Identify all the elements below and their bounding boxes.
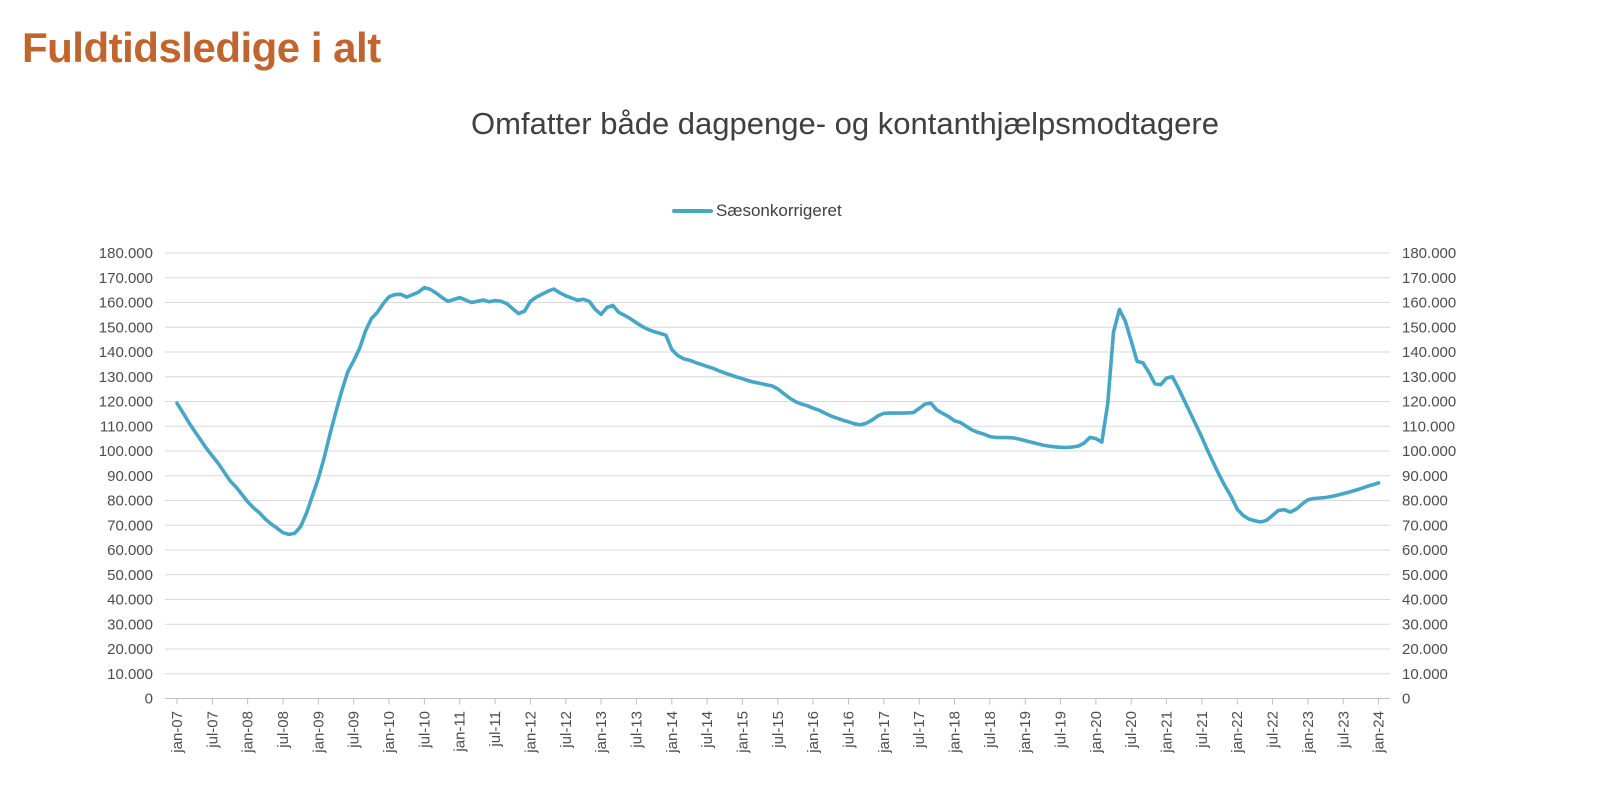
y-axis-label-right: 10.000	[1402, 666, 1448, 683]
x-axis-label: jan-20	[1088, 711, 1105, 754]
y-axis-label-left: 150.000	[99, 319, 153, 336]
x-axis-label: jan-07	[169, 711, 186, 754]
y-axis-label-right: 0	[1402, 691, 1410, 708]
x-axis-label: jan-15	[734, 711, 751, 754]
x-axis-label: jan-17	[876, 711, 893, 754]
y-axis-label-left: 160.000	[99, 295, 153, 312]
x-axis-label: jan-18	[947, 711, 964, 754]
x-axis-label: jul-14	[699, 711, 716, 749]
y-axis-label-left: 100.000	[99, 443, 153, 460]
x-axis-label: jan-08	[240, 711, 257, 754]
x-axis-label: jan-12	[522, 711, 539, 754]
x-axis-label: jan-13	[593, 711, 610, 754]
legend-series-label: Sæsonkorrigeret	[716, 201, 842, 220]
x-axis-label: jul-22	[1265, 711, 1282, 749]
x-axis-label: jul-16	[840, 711, 857, 749]
y-axis-label-left: 170.000	[99, 270, 153, 287]
y-axis-label-right: 30.000	[1402, 616, 1448, 633]
y-axis-label-right: 160.000	[1402, 295, 1456, 312]
x-axis-label: jul-10	[416, 711, 433, 749]
y-axis-label-left: 140.000	[99, 344, 153, 361]
y-axis-label-right: 60.000	[1402, 542, 1448, 559]
x-axis-label: jan-21	[1159, 711, 1176, 754]
y-axis-label-right: 70.000	[1402, 517, 1448, 534]
y-axis-label-left: 70.000	[107, 517, 153, 534]
y-axis-label-right: 110.000	[1402, 418, 1455, 435]
y-axis-label-left: 90.000	[107, 468, 153, 485]
y-axis-label-left: 80.000	[107, 493, 153, 510]
y-axis-label-right: 130.000	[1402, 369, 1456, 386]
chart-title: Omfatter både dagpenge- og kontanthjælps…	[471, 106, 1219, 141]
x-axis-label: jul-13	[628, 711, 645, 749]
y-axis-label-right: 180.000	[1402, 245, 1456, 262]
x-axis-label: jul-21	[1194, 711, 1211, 749]
chart-legend: Sæsonkorrigeret	[672, 201, 842, 221]
x-axis-label: jul-12	[558, 711, 575, 749]
y-axis-label-right: 20.000	[1402, 641, 1448, 658]
y-axis-label-left: 180.000	[99, 245, 153, 262]
x-axis-label: jan-14	[664, 711, 681, 754]
y-axis-label-right: 50.000	[1402, 567, 1448, 584]
x-axis-label: jul-09	[346, 711, 363, 749]
y-axis-label-right: 90.000	[1402, 468, 1448, 485]
x-axis-label: jan-10	[381, 711, 398, 754]
series-line-saesonkorrigeret	[175, 285, 1381, 537]
x-axis-label: jan-11	[452, 711, 469, 753]
x-axis-label: jan-22	[1229, 711, 1246, 754]
x-axis-label: jan-16	[805, 711, 822, 754]
y-axis-label-left: 10.000	[107, 666, 153, 683]
y-axis-label-left: 110.000	[100, 418, 153, 435]
x-axis-label: jul-20	[1123, 711, 1140, 749]
x-axis-label: jan-19	[1017, 711, 1034, 754]
y-axis-label-right: 100.000	[1402, 443, 1456, 460]
legend-line-swatch-icon	[672, 209, 713, 213]
y-axis-label-left: 130.000	[99, 369, 153, 386]
y-axis-label-left: 50.000	[107, 567, 153, 584]
y-axis-label-left: 40.000	[107, 592, 153, 609]
y-axis-label-left: 0	[145, 691, 153, 708]
page-title: Fuldtidsledige i alt	[22, 24, 381, 71]
x-axis-label: jul-23	[1335, 711, 1352, 749]
y-axis-label-left: 20.000	[107, 641, 153, 658]
x-axis-label: jul-18	[982, 711, 999, 749]
x-axis-label: jul-08	[275, 711, 292, 749]
y-axis-label-right: 140.000	[1402, 344, 1456, 361]
x-axis-label: jul-19	[1053, 711, 1070, 749]
x-axis-label: jan-24	[1371, 711, 1388, 754]
x-axis-label: jul-07	[204, 711, 221, 749]
y-axis-label-left: 30.000	[107, 616, 153, 633]
y-axis-label-right: 80.000	[1402, 493, 1448, 510]
x-axis-label: jul-15	[770, 711, 787, 749]
x-axis-label: jan-09	[310, 711, 327, 754]
x-axis-label: jul-11	[487, 711, 504, 748]
y-axis-label-right: 40.000	[1402, 592, 1448, 609]
x-axis-label: jul-17	[911, 711, 928, 749]
y-axis-label-right: 170.000	[1402, 270, 1456, 287]
y-axis-label-left: 120.000	[99, 394, 153, 411]
y-axis-label-right: 120.000	[1402, 394, 1456, 411]
y-axis-label-right: 150.000	[1402, 319, 1456, 336]
x-axis-label: jan-23	[1300, 711, 1317, 754]
y-axis-label-left: 60.000	[107, 542, 153, 559]
